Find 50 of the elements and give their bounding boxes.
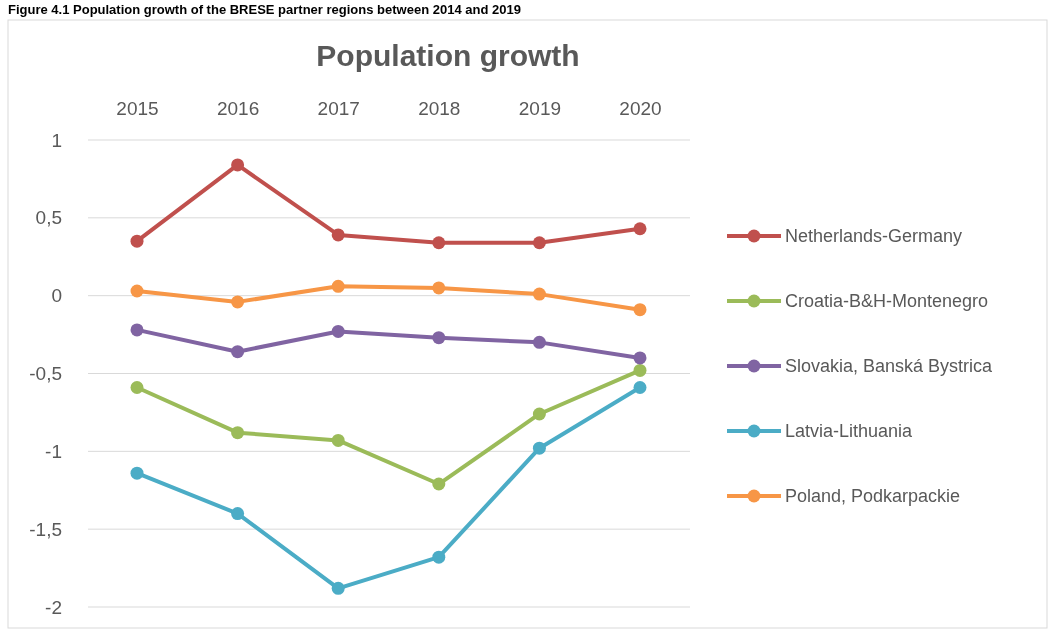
point [532,287,546,301]
point [231,295,245,309]
point [331,279,345,293]
legend-label: Latvia-Lithuania [785,421,914,442]
y-tick-label: 1 [51,129,62,151]
point [432,331,446,345]
point [130,466,144,480]
legend-label: Slovakia, Banská Bystrica [785,356,994,377]
x-tick-label: 2019 [518,97,562,119]
y-tick-label: -0,5 [29,363,62,385]
x-tick-label: 2018 [418,97,461,119]
point [532,236,546,250]
caption: Figure 4.1 Population growth of the BRESE partner regions between 2014 and 2019 [8,2,521,17]
point [532,335,546,349]
point [633,351,647,365]
point [331,433,345,447]
point [432,236,446,250]
legend-label: Croatia-B&H-Montenegro [785,291,989,312]
y-tick-label: -1 [45,440,62,462]
legend-label: Netherlands-Germany [785,226,963,247]
point [130,323,144,337]
point [231,345,245,359]
point [231,507,245,521]
point [633,363,647,377]
point [331,324,345,338]
x-tick-label: 2016 [216,97,260,119]
legend-label: Poland, Podkarpackie [785,486,961,507]
point [633,303,647,317]
x-tick-label: 2015 [116,97,159,119]
y-tick-label: 0,5 [35,207,62,229]
point [231,426,245,440]
chart-title: Population growth [316,39,580,72]
y-tick-label: -2 [45,596,62,618]
point [130,284,144,298]
point [532,441,546,455]
point [633,381,647,395]
y-tick-label: 0 [51,285,62,307]
point [633,222,647,236]
point [231,158,245,172]
point [331,581,345,595]
point [432,477,446,491]
point [432,550,446,564]
x-tick-label: 2020 [619,97,662,119]
y-tick-label: -1,5 [29,518,62,540]
point [532,407,546,421]
point [432,281,446,295]
x-tick-label: 2017 [317,97,360,119]
point [130,234,144,248]
point [331,228,345,242]
point [130,381,144,395]
